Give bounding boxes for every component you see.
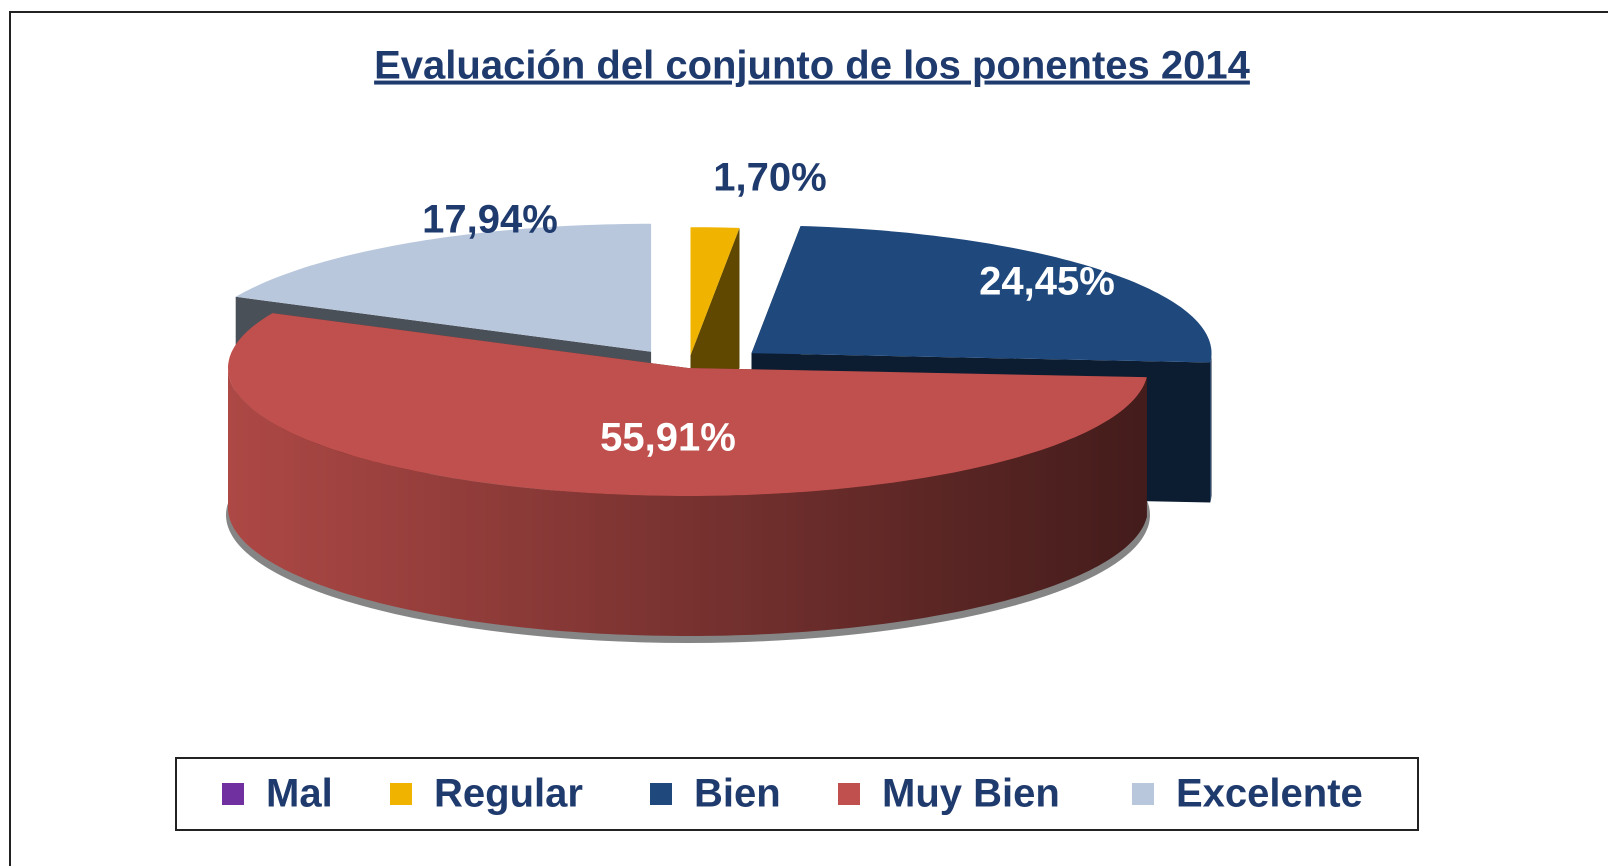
slice-wall <box>1210 353 1212 503</box>
legend-label: Muy Bien <box>882 772 1060 816</box>
chart-title: Evaluación del conjunto de los ponentes … <box>374 44 1251 88</box>
slice <box>228 313 1147 496</box>
slice <box>235 223 652 352</box>
legend-frame <box>175 757 1419 831</box>
legend-swatch <box>650 783 672 805</box>
slice-wall <box>228 368 1147 636</box>
slice <box>751 226 1212 363</box>
legend-label: Bien <box>694 772 781 816</box>
data-label: 24,45% <box>979 260 1115 304</box>
data-label: 1,70% <box>713 156 826 200</box>
slice <box>690 227 740 356</box>
pie: 1,70% 24,45% 55,91% 17,94% <box>228 156 1212 636</box>
legend-swatch <box>1132 783 1154 805</box>
data-label: 17,94% <box>422 198 558 242</box>
legend-label: Regular <box>434 772 583 816</box>
legend-swatch <box>222 783 244 805</box>
legend-label: Mal <box>266 772 333 816</box>
legend-swatch <box>838 783 860 805</box>
legend: Mal Regular Bien Muy Bien Excelente <box>222 772 1363 816</box>
legend-label: Excelente <box>1176 772 1363 816</box>
data-label: 55,91% <box>600 416 736 460</box>
legend-swatch <box>390 783 412 805</box>
